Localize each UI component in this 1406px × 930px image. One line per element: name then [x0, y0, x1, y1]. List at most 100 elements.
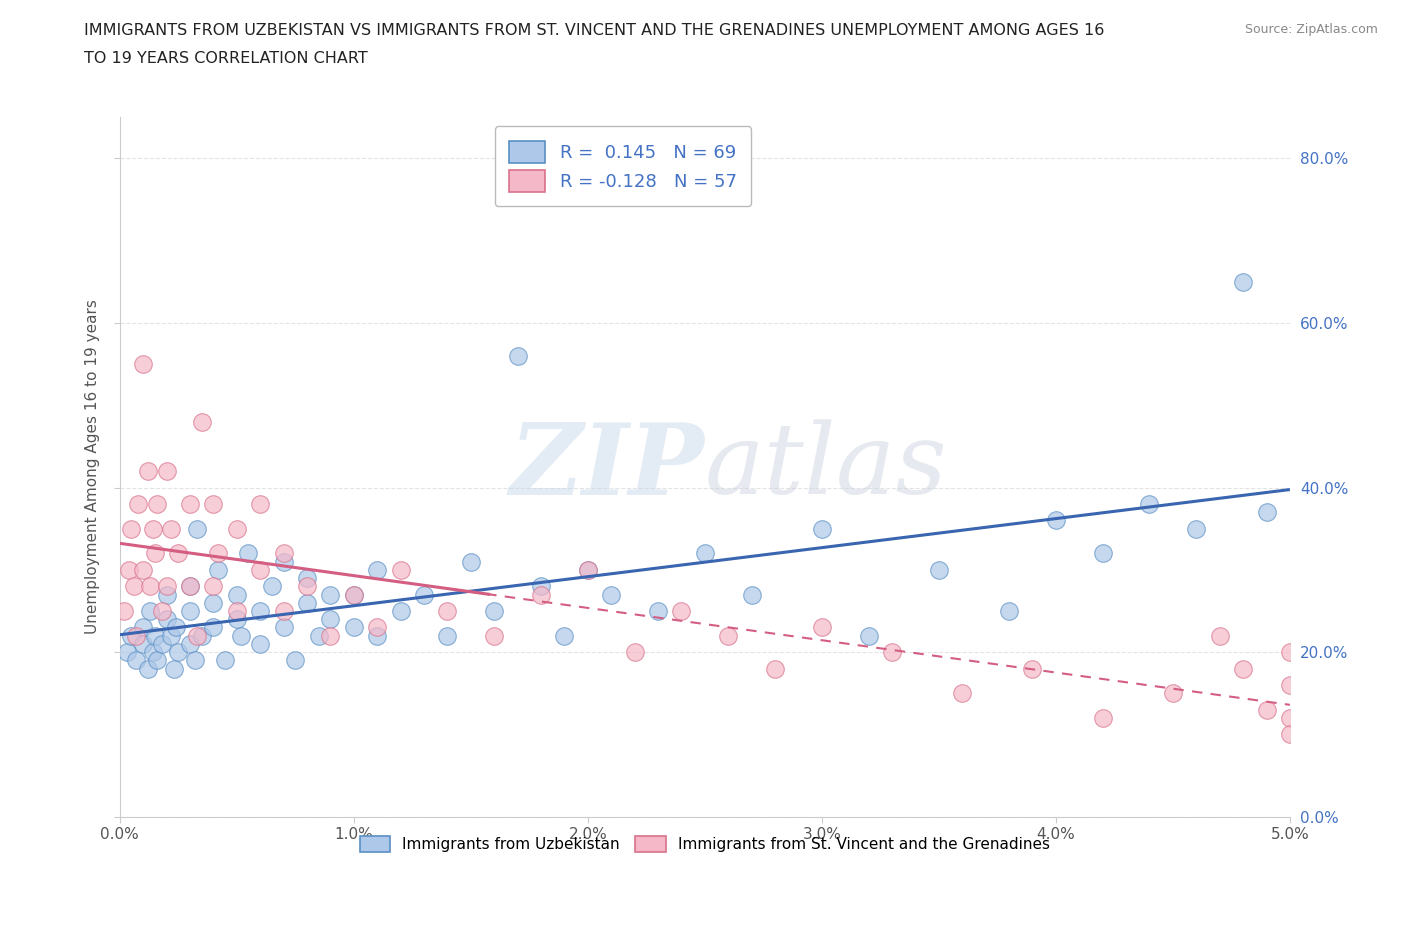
Point	[1278, 727, 1301, 742]
Point	[225, 522, 247, 537]
Point	[155, 464, 177, 479]
Point	[1278, 644, 1301, 659]
Point	[998, 604, 1021, 618]
Point	[460, 554, 482, 569]
Point	[160, 522, 183, 537]
Point	[179, 636, 201, 651]
Point	[623, 644, 645, 659]
Point	[202, 578, 225, 593]
Point	[1278, 678, 1301, 693]
Point	[207, 563, 229, 578]
Point	[162, 661, 184, 676]
Point	[763, 661, 786, 676]
Point	[366, 620, 388, 635]
Point	[436, 629, 458, 644]
Point	[190, 414, 212, 429]
Point	[150, 636, 173, 651]
Point	[811, 522, 834, 537]
Point	[343, 620, 366, 635]
Point	[141, 522, 163, 537]
Point	[273, 546, 295, 561]
Point	[231, 629, 253, 644]
Point	[308, 629, 330, 644]
Point	[1256, 702, 1278, 717]
Point	[482, 629, 505, 644]
Point	[928, 563, 950, 578]
Point	[155, 612, 177, 627]
Point	[366, 563, 388, 578]
Point	[880, 644, 903, 659]
Point	[225, 612, 247, 627]
Point	[139, 604, 162, 618]
Point	[112, 604, 135, 618]
Point	[118, 563, 141, 578]
Point	[136, 661, 159, 676]
Point	[202, 497, 225, 512]
Point	[506, 349, 529, 364]
Point	[1021, 661, 1043, 676]
Point	[260, 578, 283, 593]
Point	[811, 620, 834, 635]
Text: TO 19 YEARS CORRELATION CHART: TO 19 YEARS CORRELATION CHART	[84, 51, 368, 66]
Point	[249, 636, 271, 651]
Y-axis label: Unemployment Among Ages 16 to 19 years: Unemployment Among Ages 16 to 19 years	[86, 299, 100, 634]
Point	[553, 629, 575, 644]
Point	[132, 357, 155, 372]
Point	[273, 604, 295, 618]
Point	[295, 571, 318, 586]
Point	[389, 563, 412, 578]
Point	[1161, 685, 1184, 700]
Point	[717, 629, 740, 644]
Point	[202, 620, 225, 635]
Point	[389, 604, 412, 618]
Point	[167, 644, 190, 659]
Point	[1208, 629, 1230, 644]
Point	[366, 629, 388, 644]
Text: ZIP: ZIP	[510, 418, 704, 515]
Point	[141, 644, 163, 659]
Point	[238, 546, 260, 561]
Point	[1091, 546, 1114, 561]
Point	[207, 546, 229, 561]
Point	[167, 546, 190, 561]
Point	[319, 629, 342, 644]
Point	[647, 604, 669, 618]
Point	[950, 685, 973, 700]
Point	[136, 464, 159, 479]
Point	[1256, 505, 1278, 520]
Text: IMMIGRANTS FROM UZBEKISTAN VS IMMIGRANTS FROM ST. VINCENT AND THE GRENADINES UNE: IMMIGRANTS FROM UZBEKISTAN VS IMMIGRANTS…	[84, 23, 1105, 38]
Point	[671, 604, 693, 618]
Point	[600, 587, 623, 602]
Point	[1232, 661, 1254, 676]
Point	[122, 578, 145, 593]
Point	[858, 629, 880, 644]
Point	[120, 629, 142, 644]
Point	[343, 587, 366, 602]
Point	[576, 563, 599, 578]
Point	[179, 497, 201, 512]
Point	[155, 578, 177, 593]
Point	[249, 563, 271, 578]
Point	[160, 629, 183, 644]
Point	[132, 563, 155, 578]
Point	[1232, 274, 1254, 289]
Point	[150, 604, 173, 618]
Point	[319, 587, 342, 602]
Point	[482, 604, 505, 618]
Point	[146, 653, 169, 668]
Point	[214, 653, 236, 668]
Point	[120, 522, 142, 537]
Point	[132, 620, 155, 635]
Point	[127, 497, 149, 512]
Point	[179, 578, 201, 593]
Point	[413, 587, 436, 602]
Point	[576, 563, 599, 578]
Point	[202, 595, 225, 610]
Point	[1091, 711, 1114, 725]
Point	[273, 620, 295, 635]
Point	[249, 497, 271, 512]
Point	[146, 497, 169, 512]
Point	[295, 595, 318, 610]
Legend: Immigrants from Uzbekistan, Immigrants from St. Vincent and the Grenadines: Immigrants from Uzbekistan, Immigrants f…	[353, 830, 1056, 858]
Point	[143, 629, 166, 644]
